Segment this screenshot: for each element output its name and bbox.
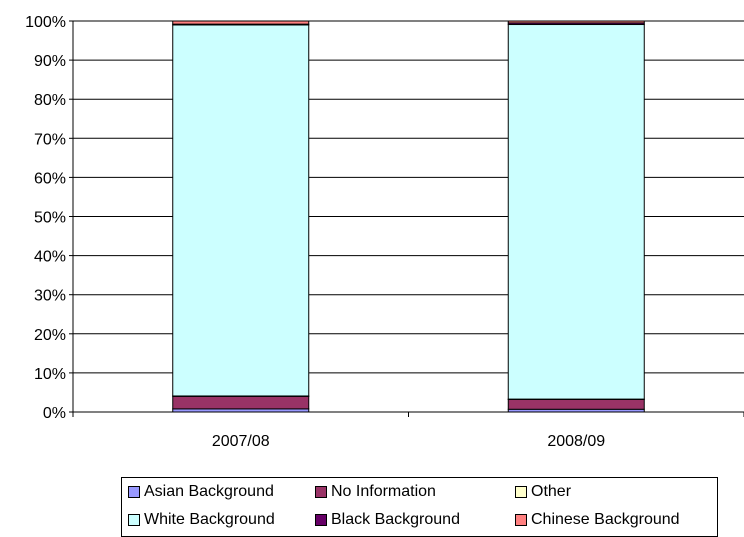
legend-label: No Information: [331, 483, 436, 501]
y-tick-label: 70%: [34, 131, 66, 148]
bar-segment: [508, 21, 644, 23]
legend-item: Black Background: [315, 511, 460, 529]
legend-label: White Background: [144, 511, 275, 529]
y-tick-label: 30%: [34, 288, 66, 305]
y-tick-label: 50%: [34, 210, 66, 227]
y-tick-label: 100%: [25, 14, 66, 31]
legend-swatch: [315, 514, 327, 526]
y-tick-label: 80%: [34, 92, 66, 109]
y-tick-label: 90%: [34, 53, 66, 70]
bar-segment: [173, 396, 309, 409]
y-tick-label: 40%: [34, 249, 66, 266]
legend-swatch: [128, 486, 140, 498]
legend-swatch: [515, 486, 527, 498]
bar-segment: [508, 399, 644, 409]
legend-swatch: [515, 514, 527, 526]
bar-segment: [508, 25, 644, 400]
x-category-label: 2007/08: [212, 433, 270, 450]
y-axis-ticks: 0% 10% 20% 30% 40% 50% 60% 70% 80% 90% 100%: [25, 14, 73, 422]
legend-swatch: [128, 514, 140, 526]
y-tick-label: 20%: [34, 327, 66, 344]
y-tick-label: 10%: [34, 366, 66, 383]
legend-item: Asian Background: [128, 483, 274, 501]
legend-label: Asian Background: [144, 483, 274, 501]
legend-label: Other: [531, 483, 571, 501]
x-axis-ticks: [73, 412, 744, 417]
legend-swatch: [315, 486, 327, 498]
legend-label: Black Background: [331, 511, 460, 529]
x-category-label: 2008/09: [547, 433, 605, 450]
legend-label: Chinese Background: [531, 511, 680, 529]
bar-segment: [173, 21, 309, 24]
y-tick-label: 0%: [43, 405, 66, 422]
legend-item: White Background: [128, 511, 275, 529]
legend-item: Other: [515, 483, 571, 501]
legend: Asian Background No Information Other White…: [121, 477, 718, 537]
y-tick-label: 60%: [34, 170, 66, 187]
chart-area: 0% 10% 20% 30% 40% 50% 60% 70% 80% 90% 100% 2007/0…: [0, 0, 744, 470]
x-axis-labels: 2007/08 2008/09: [212, 433, 605, 450]
bar-segment: [173, 25, 309, 396]
legend-item: No Information: [315, 483, 436, 501]
legend-item: Chinese Background: [515, 511, 680, 529]
